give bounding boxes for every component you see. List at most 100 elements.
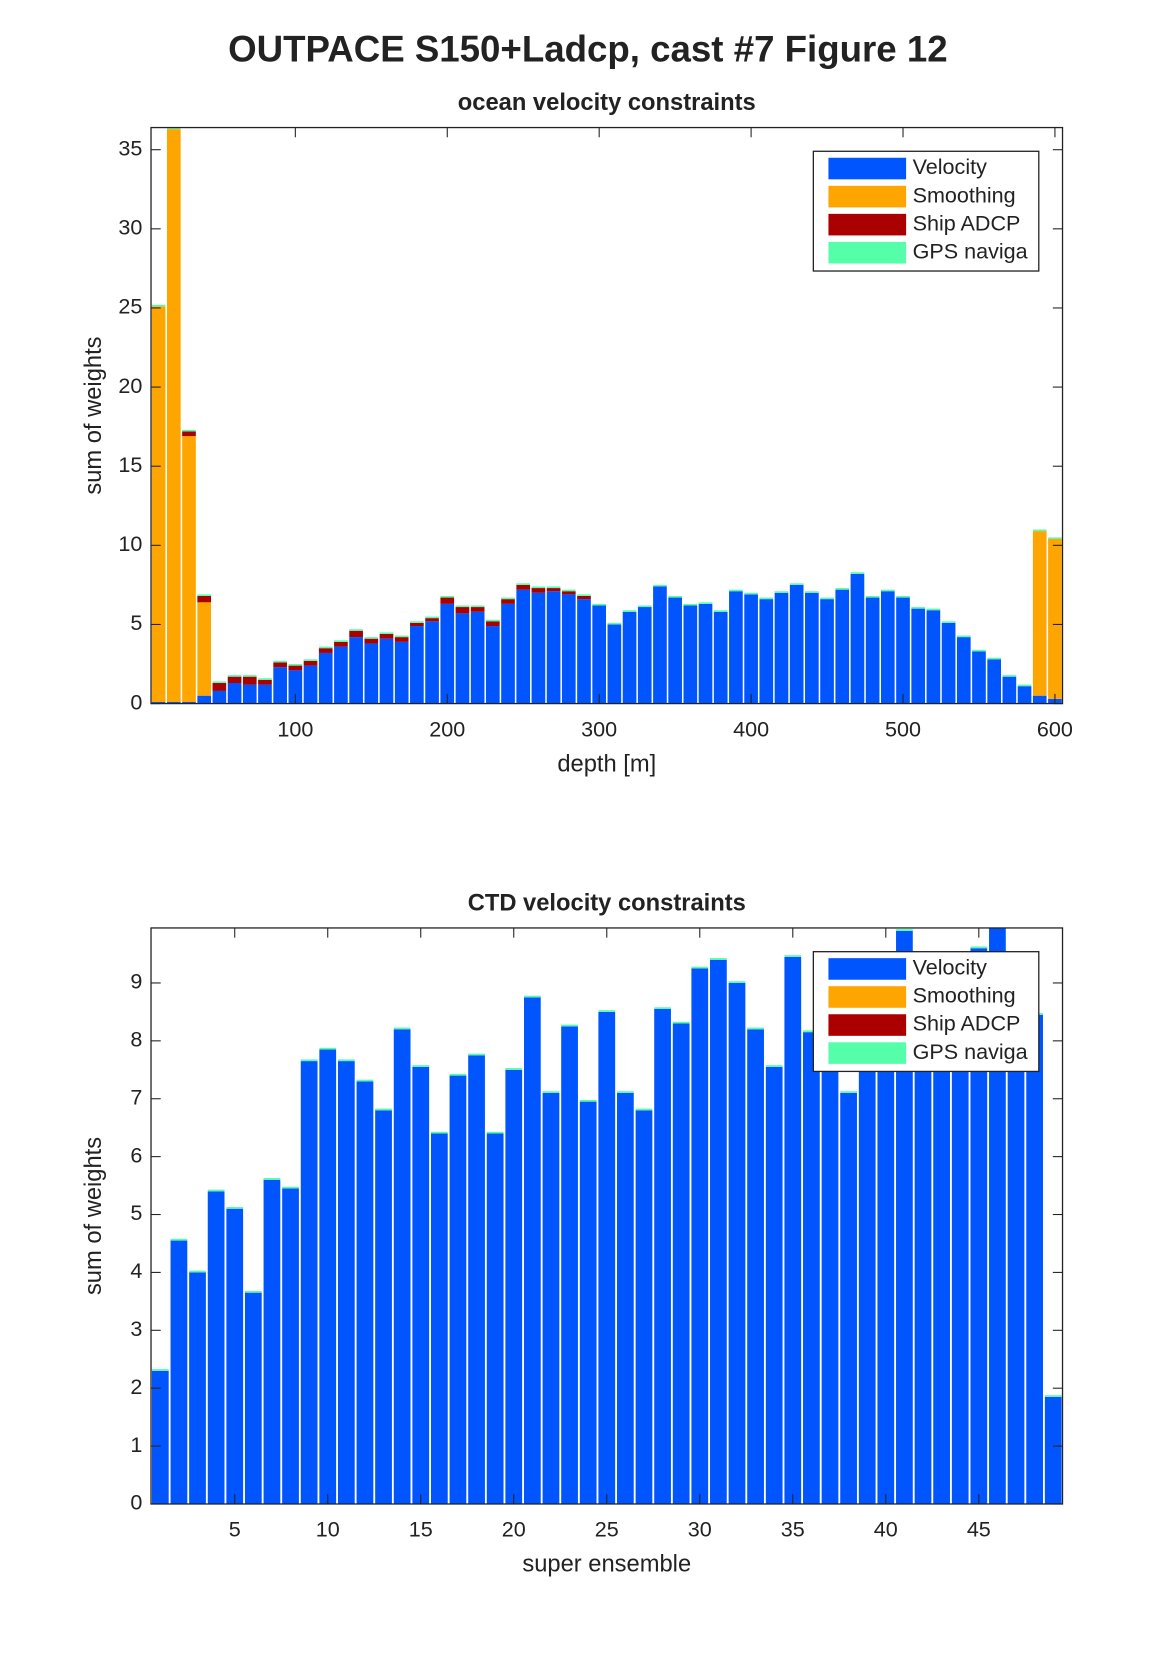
bar-segment xyxy=(334,641,348,647)
bar-segment xyxy=(561,594,576,704)
bar-segment xyxy=(170,1240,188,1504)
bar-segment xyxy=(933,988,950,1504)
bar-segment xyxy=(577,599,591,704)
x-tick-label: 40 xyxy=(874,1517,898,1542)
bar-segment xyxy=(300,1059,318,1062)
bar-segment xyxy=(375,1110,392,1504)
bar-segment xyxy=(258,678,272,680)
bar-segment xyxy=(455,607,470,614)
bar-segment xyxy=(617,1092,634,1504)
bar-segment xyxy=(227,675,242,677)
bar-segment xyxy=(273,662,287,668)
y-tick-label: 2 xyxy=(130,1374,142,1399)
bar-segment xyxy=(425,621,439,704)
legend-label: GPS naviga xyxy=(913,238,1028,263)
bar-segment xyxy=(337,1059,355,1062)
bar-segment xyxy=(318,648,333,653)
bar-segment xyxy=(379,633,394,639)
bar-segment xyxy=(926,610,941,704)
x-tick-label: 200 xyxy=(429,716,465,741)
bar-segment xyxy=(1026,1014,1043,1504)
bar-segment xyxy=(744,594,758,704)
bar-segment xyxy=(486,1131,504,1134)
bar-segment xyxy=(951,971,969,1504)
bar-segment xyxy=(865,595,880,598)
bar-segment xyxy=(263,1178,281,1180)
bar-segment xyxy=(542,1092,560,1504)
bar-segment xyxy=(319,1047,337,1050)
bar-segment xyxy=(672,1023,690,1504)
bar-segment xyxy=(455,605,470,608)
bar-segment xyxy=(911,608,926,704)
bar-segment xyxy=(412,1065,430,1067)
bar-segment xyxy=(850,573,865,704)
bar-segment xyxy=(197,595,212,603)
bar-segment xyxy=(728,981,746,983)
bar-segment xyxy=(288,664,303,666)
bar-segment xyxy=(394,635,409,638)
bar-segment xyxy=(151,1369,169,1371)
bar-segment xyxy=(242,675,257,677)
bar-segment xyxy=(189,1272,206,1504)
bar-segment xyxy=(486,1133,504,1504)
bar-segment xyxy=(151,1370,169,1504)
bar-segment xyxy=(561,1026,578,1504)
bar-segment xyxy=(729,591,743,704)
bar-segment xyxy=(151,304,166,307)
bar-segment xyxy=(713,610,728,612)
bar-segment xyxy=(542,1091,560,1093)
x-tick-label: 30 xyxy=(688,1517,712,1542)
bar-segment xyxy=(956,637,971,704)
legend-label: GPS naviga xyxy=(913,1039,1028,1064)
bar-segment xyxy=(394,641,409,704)
bar-segment xyxy=(166,702,181,704)
bar-segment xyxy=(197,602,212,696)
plot-area xyxy=(151,127,1062,704)
bar-segment xyxy=(430,1131,448,1134)
axes-box xyxy=(150,126,1064,705)
bar-segment xyxy=(1017,684,1032,687)
legend-swatch xyxy=(828,241,907,264)
bar-segment xyxy=(227,683,242,704)
bar-segment xyxy=(970,946,988,949)
legend-label: Velocity xyxy=(913,154,988,179)
bar-segment xyxy=(349,629,363,631)
y-tick-label: 4 xyxy=(130,1258,142,1283)
bar-segment xyxy=(516,583,531,585)
bar-segment xyxy=(972,649,986,652)
bar-segment xyxy=(635,1108,653,1111)
bar-segment xyxy=(303,659,318,661)
x-tick-label: 500 xyxy=(885,716,921,741)
bar-segment xyxy=(485,621,500,627)
bar-segment xyxy=(653,584,667,587)
bar-segment xyxy=(896,930,913,1504)
bar-segment xyxy=(449,1073,467,1076)
bar-segment xyxy=(501,597,515,600)
bar-segment xyxy=(654,1007,671,1010)
legend-swatch xyxy=(828,986,907,1008)
bar-segment xyxy=(765,1066,783,1504)
y-tick-label: 30 xyxy=(118,215,142,240)
bar-segment xyxy=(470,607,485,612)
bar-segment xyxy=(546,586,561,589)
bar-segment xyxy=(622,611,637,704)
bar-segment xyxy=(1044,1396,1062,1504)
bar-segment xyxy=(394,637,409,642)
bar-segment xyxy=(197,594,212,596)
bar-segment xyxy=(523,997,541,1504)
bar-segment xyxy=(485,626,500,704)
y-tick-label: 15 xyxy=(118,452,142,477)
bar-segment xyxy=(166,129,181,703)
bar-segment xyxy=(941,621,956,623)
bar-segment xyxy=(273,660,287,663)
bar-segment xyxy=(300,1061,318,1504)
bar-segment xyxy=(468,1053,485,1056)
bar-segment xyxy=(803,1032,820,1504)
x-tick-label: 15 xyxy=(409,1517,433,1542)
bar-segment xyxy=(774,592,789,704)
bar-segment xyxy=(182,431,196,437)
bar-segment xyxy=(468,1055,485,1504)
bar-segment xyxy=(303,660,318,666)
bar-segment xyxy=(987,657,1001,660)
bar-segment xyxy=(319,1049,337,1504)
